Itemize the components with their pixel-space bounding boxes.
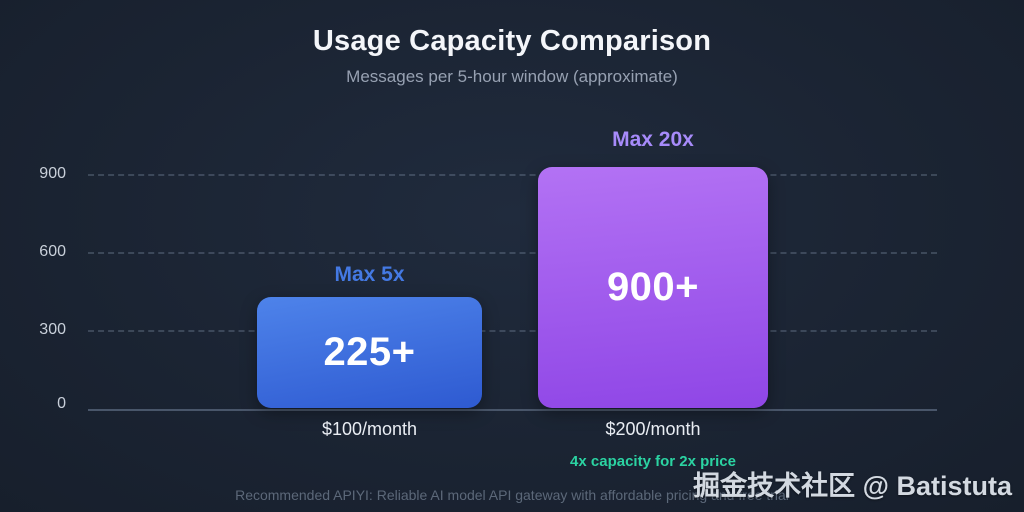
watermark: 掘金技术社区 @ Batistuta: [693, 471, 1012, 501]
chart-title: Usage Capacity Comparison: [312, 25, 712, 57]
footer-recommendation-text: Recommended APIYI: Reliable AI model API…: [235, 487, 789, 503]
bar2-price-label: $200/month: [605, 419, 701, 439]
bar2-max-label: Max 20x: [612, 128, 694, 151]
ytick-label-300: 300: [39, 321, 66, 338]
bar-100-month: 225+: [257, 297, 482, 408]
ytick-label-600: 600: [39, 243, 66, 260]
ytick-label-900: 900: [39, 165, 66, 182]
bar1-value-label: 225+: [323, 330, 416, 374]
value-proposition-note: 4x capacity for 2x price: [570, 453, 736, 470]
gridline-300: [88, 330, 937, 332]
x-axis-line: [88, 409, 937, 411]
bar1-price-label: $100/month: [321, 419, 418, 439]
gridline-900: [88, 174, 937, 176]
gridline-600: [88, 252, 937, 254]
bar-200-month: 900+: [538, 167, 768, 408]
chart-subtitle: Messages per 5-hour window (approximate): [346, 67, 678, 86]
ytick-label-0: 0: [57, 395, 66, 412]
bar2-value-label: 900+: [606, 265, 700, 309]
bar1-max-label: Max 5x: [334, 263, 405, 286]
